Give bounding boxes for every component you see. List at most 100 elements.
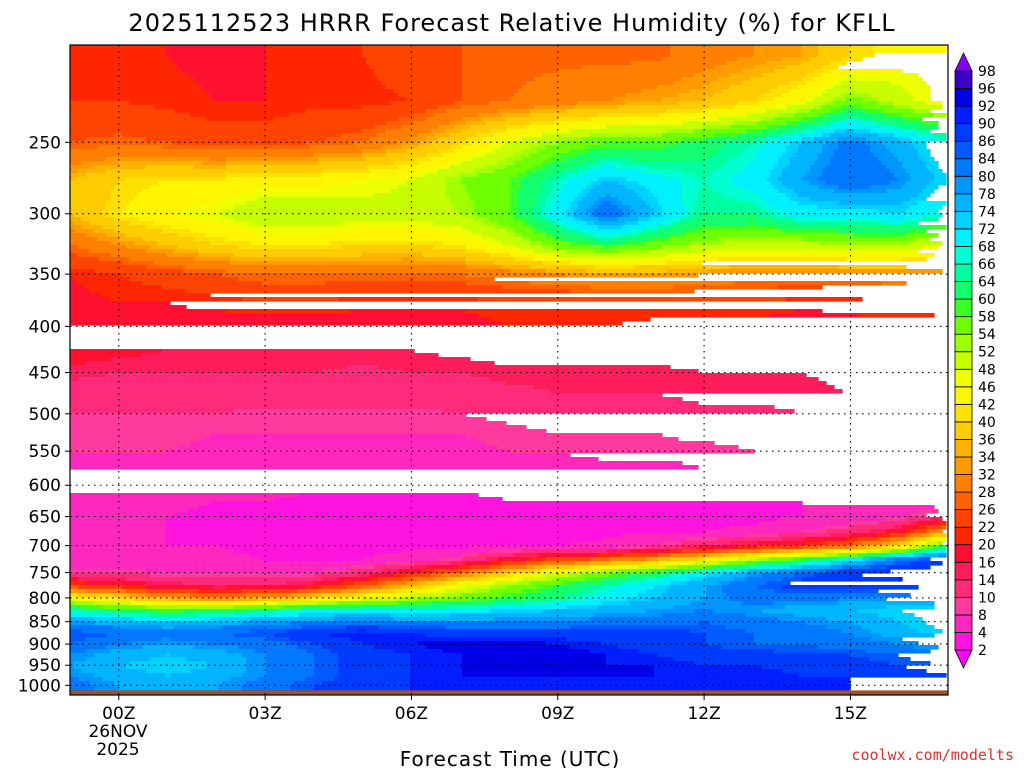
- rh-cell: [266, 57, 367, 62]
- rh-cell: [70, 229, 75, 234]
- rh-cell: [550, 209, 567, 214]
- rh-cell: [170, 225, 239, 230]
- rh-cell: [662, 205, 687, 210]
- rh-cell: [70, 653, 95, 658]
- rh-cell: [318, 161, 395, 166]
- rh-cell: [814, 105, 823, 110]
- rh-cell: [766, 137, 779, 142]
- rh-cell: [778, 533, 831, 538]
- rh-cell: [858, 537, 879, 542]
- rh-cell: [562, 169, 579, 174]
- rh-cell: [894, 101, 927, 106]
- rh-cell: [706, 97, 759, 102]
- rh-cell: [914, 529, 927, 534]
- rh-cell: [818, 125, 831, 130]
- rh-cell: [702, 69, 743, 74]
- rh-cell: [846, 129, 855, 134]
- rh-cell: [850, 525, 895, 530]
- rh-cell: [426, 581, 447, 586]
- ground-layer: [70, 690, 948, 695]
- rh-cell: [398, 93, 463, 98]
- rh-cell: [566, 605, 599, 610]
- rh-cell: [902, 161, 927, 166]
- rh-cell: [522, 137, 559, 142]
- rh-cell: [626, 101, 679, 106]
- rh-cell: [766, 177, 779, 182]
- rh-cell: [598, 197, 619, 202]
- rh-cell: [546, 201, 555, 206]
- rh-cell: [590, 169, 643, 174]
- rh-cell: [922, 121, 939, 126]
- rh-cell: [726, 61, 767, 66]
- rh-cell: [478, 133, 495, 138]
- rh-cell: [462, 49, 671, 54]
- rh-cell: [698, 197, 735, 202]
- rh-cell: [822, 145, 839, 150]
- rh-cell: [150, 185, 327, 190]
- rh-cell: [462, 557, 487, 562]
- rh-cell: [678, 177, 703, 182]
- rh-cell: [234, 217, 475, 222]
- rh-cell: [714, 569, 739, 574]
- rh-cell: [462, 161, 499, 166]
- rh-cell: [466, 245, 503, 250]
- rh-cell: [730, 597, 839, 602]
- rh-cell: [490, 145, 503, 150]
- rh-cell: [70, 641, 75, 646]
- rh-cell: [786, 105, 815, 110]
- rh-cell: [90, 289, 187, 294]
- rh-cell: [490, 605, 567, 610]
- rh-cell: [834, 85, 903, 90]
- rh-cell: [210, 501, 803, 506]
- rh-cell: [178, 445, 499, 450]
- rh-cell: [378, 625, 447, 630]
- rh-cell: [890, 221, 903, 226]
- rh-cell: [354, 141, 399, 146]
- rh-cell: [398, 185, 447, 190]
- rh-cell: [166, 517, 779, 522]
- rh-cell: [686, 117, 719, 122]
- rh-cell: [506, 125, 527, 130]
- rh-cell: [594, 209, 623, 214]
- rh-cell: [594, 613, 663, 618]
- rh-cell: [170, 653, 243, 658]
- rh-cell: [658, 573, 671, 578]
- rh-cell: [590, 165, 603, 170]
- y-tick-label: 450: [29, 364, 61, 384]
- rh-cell: [522, 149, 539, 154]
- rh-cell: [110, 193, 139, 198]
- rh-cell: [222, 221, 251, 226]
- rh-cell: [602, 577, 631, 582]
- rh-cell: [438, 137, 467, 142]
- rh-cell: [698, 225, 779, 230]
- rh-cell: [106, 645, 143, 650]
- rh-cell: [706, 157, 731, 162]
- rh-cell: [70, 581, 87, 586]
- colorbar-tick-label: 80: [978, 169, 996, 185]
- rh-cell: [586, 185, 595, 190]
- rh-cell: [390, 101, 455, 106]
- rh-cell: [542, 181, 555, 186]
- rh-cell: [914, 541, 923, 546]
- rh-cell: [894, 173, 911, 178]
- rh-cell: [70, 173, 87, 178]
- rh-cell: [350, 569, 383, 574]
- rh-cell: [350, 637, 567, 642]
- rh-cell: [850, 533, 879, 538]
- rh-cell: [718, 537, 783, 542]
- rh-cell: [810, 93, 823, 98]
- rh-cell: [510, 177, 523, 182]
- rh-cell: [70, 465, 699, 470]
- colorbar-tick-label: 40: [978, 415, 996, 431]
- rh-cell: [826, 553, 839, 558]
- rh-cell: [462, 593, 503, 598]
- rh-cell: [658, 197, 683, 202]
- rh-cell: [410, 565, 427, 570]
- rh-cell: [546, 573, 571, 578]
- rh-cell: [646, 545, 683, 550]
- rh-cell: [414, 277, 495, 282]
- rh-cell: [866, 549, 883, 554]
- rh-cell: [834, 101, 879, 106]
- rh-cell: [894, 105, 911, 110]
- rh-cell: [790, 89, 819, 94]
